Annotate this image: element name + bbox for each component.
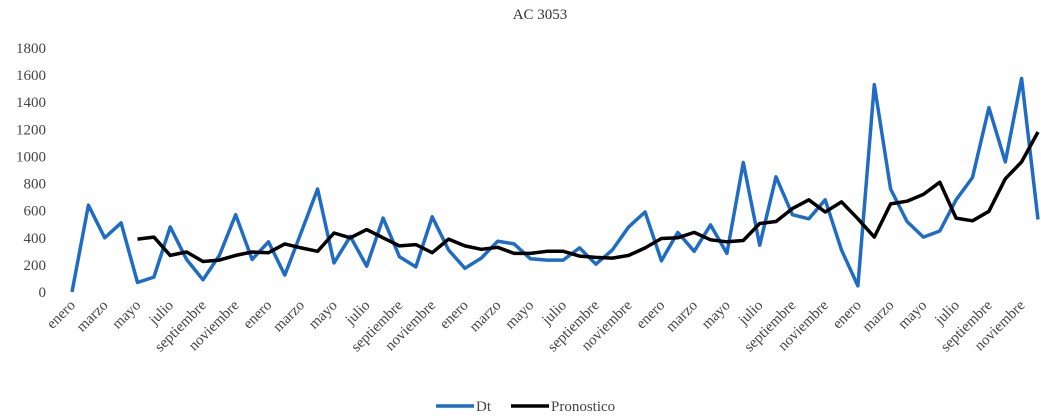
y-tick-label: 1400	[16, 95, 46, 111]
y-tick-label: 1200	[16, 122, 46, 138]
x-tick-label: marzo	[860, 298, 898, 336]
x-tick-label: mayo	[109, 298, 144, 333]
x-tick-label: mayo	[306, 298, 341, 333]
y-tick-label: 1600	[16, 68, 46, 84]
y-tick-label: 1800	[16, 41, 46, 57]
y-tick-label: 1000	[16, 149, 46, 165]
y-tick-label: 400	[24, 231, 47, 247]
x-tick-label: enero	[437, 298, 472, 333]
chart-title: AC 3053	[513, 7, 568, 23]
line-series	[137, 131, 1040, 264]
x-tick-label: enero	[830, 298, 865, 333]
line-series	[70, 76, 1040, 293]
x-tick-label: mayo	[699, 298, 734, 333]
x-tick-label: enero	[240, 298, 275, 333]
x-tick-label: mayo	[895, 298, 930, 333]
x-tick-label: mayo	[502, 298, 537, 333]
x-tick-label: enero	[44, 298, 79, 333]
x-tick-label: marzo	[74, 298, 112, 336]
y-tick-label: 800	[24, 177, 47, 193]
y-tick-label: 200	[24, 258, 47, 274]
x-tick-label: marzo	[467, 298, 505, 336]
y-tick-label: 600	[24, 204, 47, 220]
y-tick-label: 0	[39, 285, 47, 301]
x-tick-label: marzo	[270, 298, 308, 336]
legend-label: Dt	[476, 399, 492, 415]
x-tick-label: enero	[633, 298, 668, 333]
x-tick-label: marzo	[663, 298, 701, 336]
legend-label: Pronostico	[551, 399, 615, 415]
